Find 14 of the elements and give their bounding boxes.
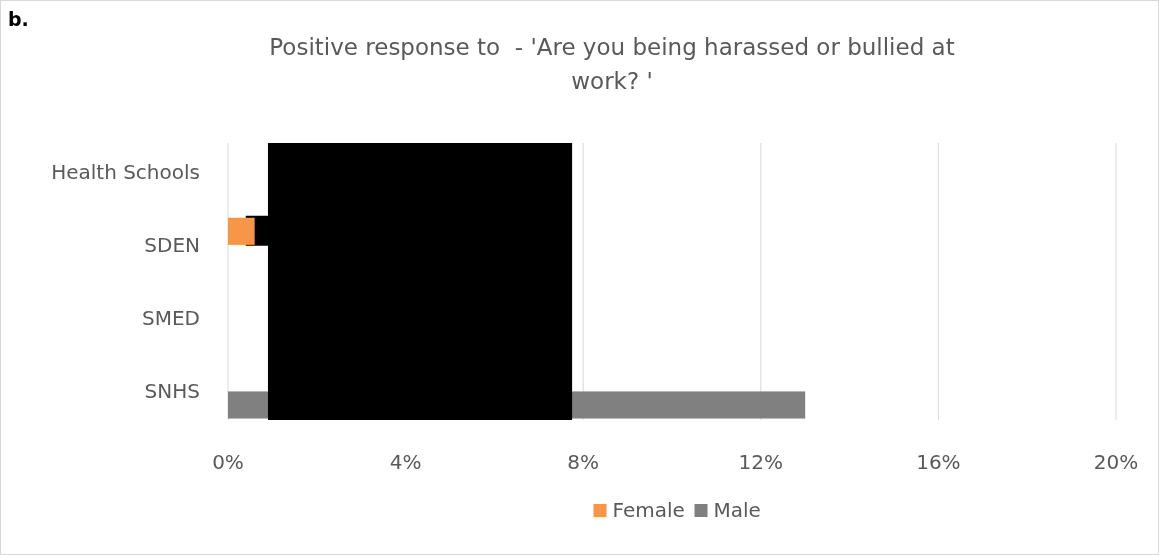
x-tick-label: 12% [738, 450, 784, 474]
y-tick-label: Health Schools [51, 159, 200, 184]
y-tick-label: SMED [142, 306, 200, 331]
x-tick-label: 0% [212, 450, 244, 474]
chart-title: Positive response to - 'Are you being harassed or bullied at work? ' [269, 34, 955, 94]
x-tick-label: 4% [389, 450, 422, 474]
legend-label: Male [713, 498, 761, 522]
text: b. [8, 8, 29, 30]
y-tick-label: SDEN [144, 232, 200, 257]
y-tick-label: SNHS [144, 379, 200, 404]
x-tick-label: 16% [916, 450, 961, 474]
x-tick-label: 20% [1093, 450, 1139, 474]
legend-label: Female [612, 498, 685, 522]
x-tick-label: 8% [567, 450, 600, 474]
